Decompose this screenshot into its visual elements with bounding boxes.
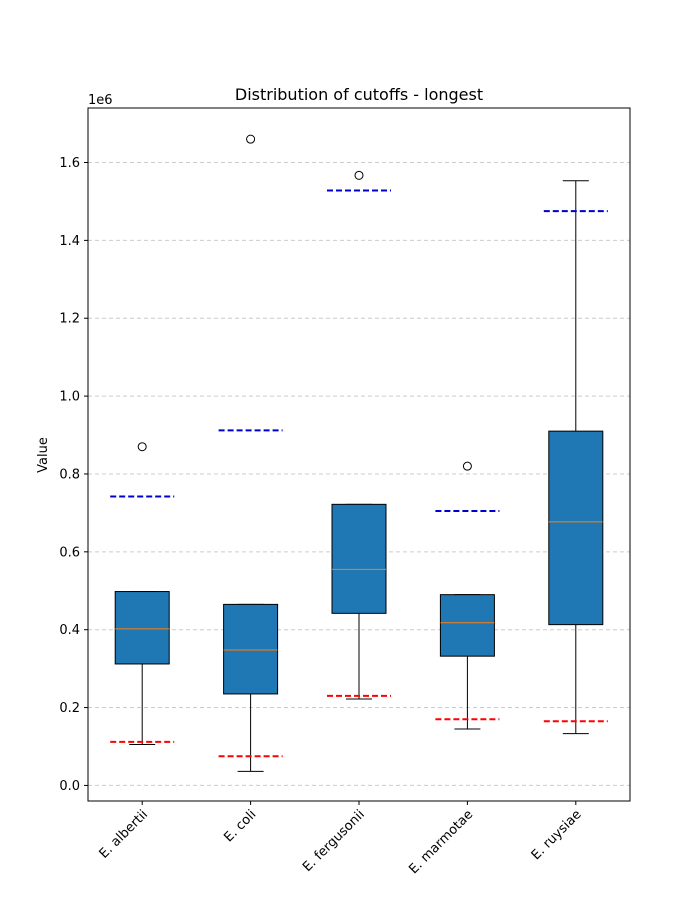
box-group xyxy=(327,170,391,700)
y-axis-offset-label: 1e6 xyxy=(88,93,113,108)
outlier-point xyxy=(462,461,472,471)
outlier-point xyxy=(137,442,147,452)
box-group xyxy=(543,180,608,735)
iqr-box xyxy=(331,503,387,614)
y-tick-label: 1.0 xyxy=(59,390,80,405)
y-tick-label: 1.2 xyxy=(59,312,80,327)
y-tick-label: 1.6 xyxy=(59,156,80,171)
iqr-box xyxy=(439,594,495,657)
box-group xyxy=(218,134,283,772)
y-tick-label: 0.4 xyxy=(59,623,80,638)
y-tick-label: 0.8 xyxy=(59,467,80,482)
marks-layer xyxy=(110,134,608,772)
box-group xyxy=(110,442,175,746)
iqr-box xyxy=(114,591,170,665)
chart-title: Distribution of cutoffs - longest xyxy=(235,85,483,104)
y-tick-label: 1.4 xyxy=(59,234,80,249)
iqr-box xyxy=(223,603,279,695)
outlier-point xyxy=(354,170,364,180)
iqr-box xyxy=(548,430,604,626)
y-axis-label: Value xyxy=(36,437,51,473)
y-tick-label: 0.6 xyxy=(59,545,80,560)
y-tick-label: 0.0 xyxy=(59,779,80,794)
box-group xyxy=(435,461,500,730)
outlier-point xyxy=(246,134,256,144)
y-tick-label: 0.2 xyxy=(59,701,80,716)
grid-layer xyxy=(88,162,630,786)
